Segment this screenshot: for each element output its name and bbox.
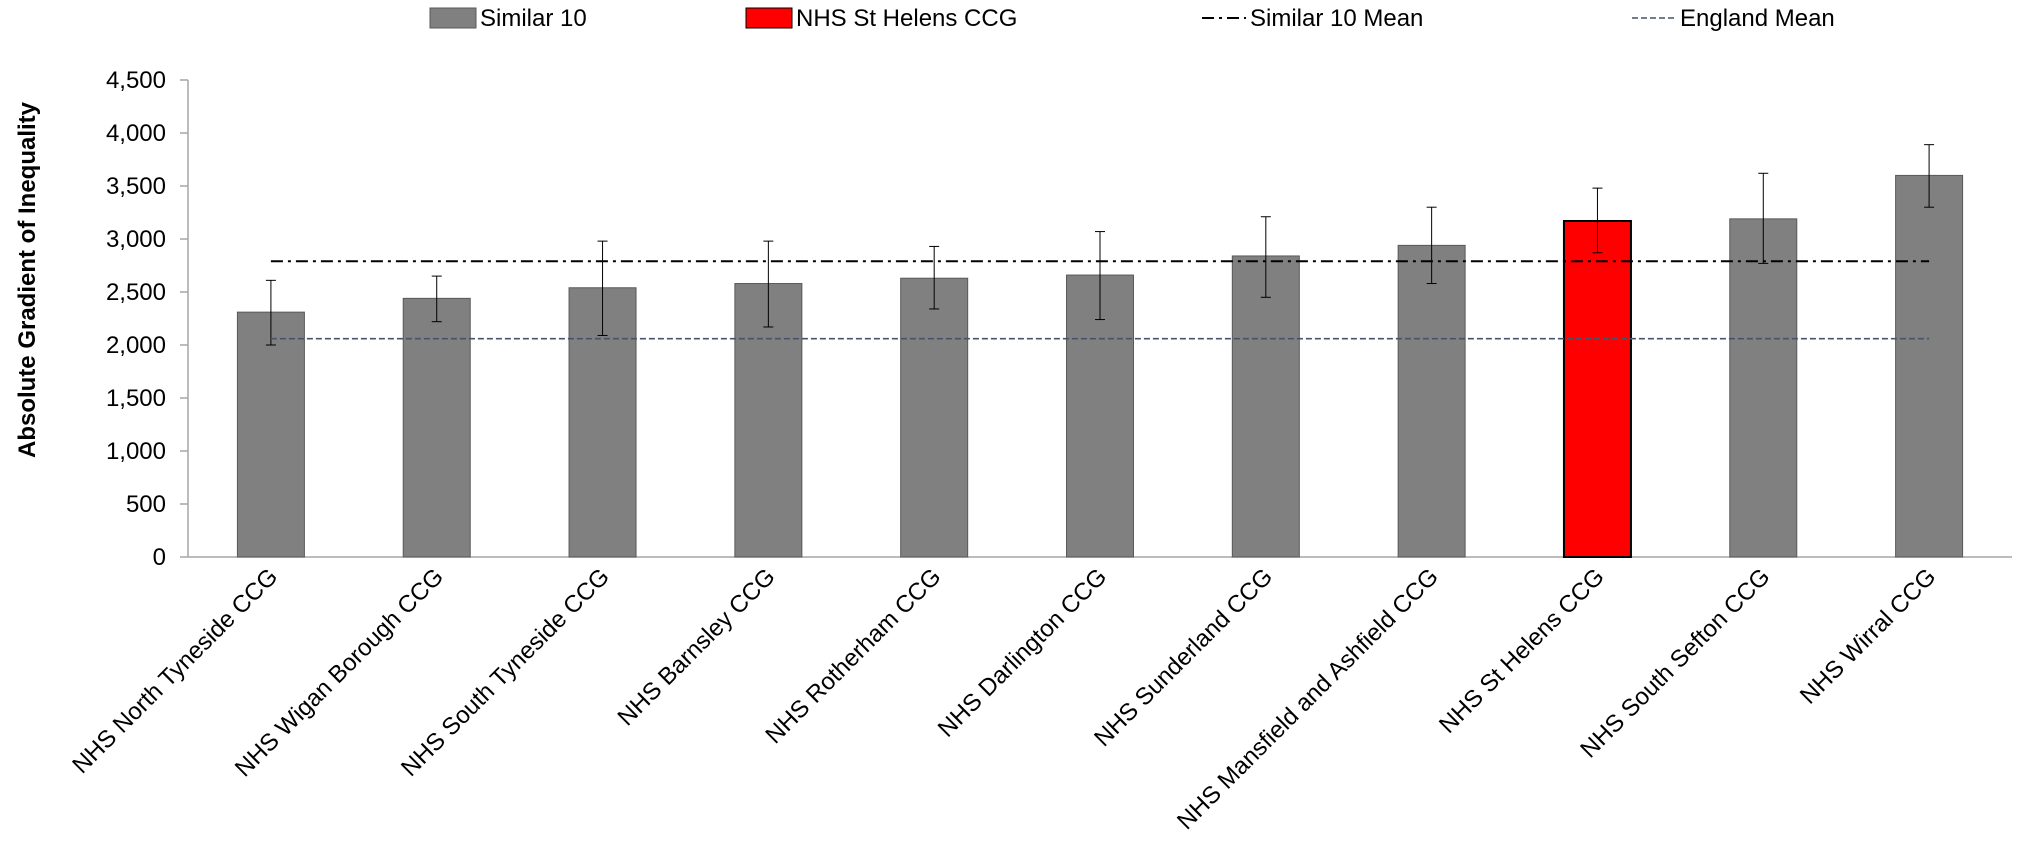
bar-highlight <box>1562 219 1632 558</box>
legend: Similar 10 NHS St Helens CCG Similar 10 Me… <box>429 5 1835 32</box>
y-tick-label: 3,500 <box>106 173 166 200</box>
x-tick-label: NHS Barnsley CCG <box>613 563 781 731</box>
error-bar <box>1426 206 1437 285</box>
x-tick-label: NHS St Helens CCG <box>1434 563 1610 739</box>
legend-label: Similar 10 <box>480 5 587 32</box>
y-tick-label: 2,500 <box>106 279 166 306</box>
error-bar <box>1095 231 1105 321</box>
legend-label: Similar 10 Mean <box>1250 5 1423 32</box>
y-tick-label: 0 <box>153 544 166 571</box>
x-tick-label: NHS Wirral CCG <box>1795 563 1941 709</box>
error-bar <box>763 240 774 328</box>
bar <box>900 277 969 558</box>
error-bar <box>597 240 608 336</box>
y-tick-label: 3,000 <box>106 226 166 253</box>
reference-lines <box>270 260 1930 340</box>
y-tick-label: 1,500 <box>106 385 166 412</box>
y-axis-label: Absolute Gradient of Inequality <box>14 101 41 458</box>
bar <box>734 283 803 558</box>
x-tick-label: NHS Rotherham CCG <box>760 563 946 749</box>
x-tick-label: NHS Sunderland CCG <box>1089 563 1278 752</box>
legend-label: England Mean <box>1680 5 1835 32</box>
legend-swatch <box>429 7 477 29</box>
x-tick-label: NHS South Sefton CCG <box>1575 563 1775 763</box>
y-tick-label: 500 <box>126 491 166 518</box>
error-bar <box>1924 144 1935 208</box>
y-tick-label: 1,000 <box>106 438 166 465</box>
legend-item: Similar 10 Mean <box>1202 5 1423 32</box>
x-tick-label: NHS Darlington CCG <box>933 563 1112 742</box>
error-bars <box>265 144 1935 346</box>
y-axis-ticks: 0 500 1,000 1,500 2,000 2,500 3,000 3,500 4,000 4… <box>106 67 188 571</box>
bar <box>1231 255 1300 558</box>
legend-swatch <box>745 7 793 29</box>
y-tick-label: 4,000 <box>106 120 166 147</box>
error-bar <box>265 279 276 346</box>
bar <box>402 297 471 558</box>
legend-label: NHS St Helens CCG <box>796 5 1017 32</box>
x-tick-label: NHS Mansfield and Ashfield CCG <box>1172 563 1444 835</box>
bar <box>236 311 305 558</box>
bar <box>1895 174 1964 558</box>
legend-item: NHS St Helens CCG <box>745 5 1017 32</box>
error-bar <box>929 245 940 310</box>
error-bar <box>431 275 442 323</box>
bars <box>236 174 1964 558</box>
error-bar <box>1592 187 1603 254</box>
bar <box>1729 218 1798 558</box>
y-tick-label: 2,000 <box>106 332 166 359</box>
bar <box>1397 244 1466 558</box>
y-tick-label: 4,500 <box>106 67 166 94</box>
error-bar <box>1758 172 1769 264</box>
error-bar <box>1260 216 1271 298</box>
legend-item: England Mean <box>1632 5 1835 32</box>
legend-item: Similar 10 <box>429 5 587 32</box>
